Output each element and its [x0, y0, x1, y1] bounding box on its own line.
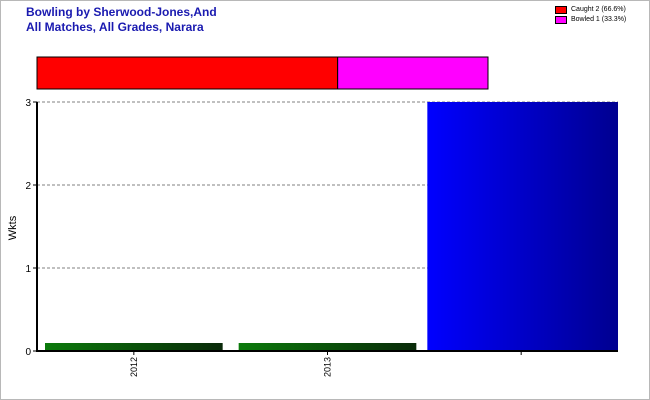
bar: [427, 102, 618, 351]
x-tick-labels: 2012 2013: [129, 351, 522, 377]
breakdown-segment-bowled: [337, 56, 489, 90]
y-tick-label: 0: [25, 347, 31, 358]
y-tick-label: 2: [25, 181, 31, 192]
legend: Caught 2 (66.6%) Bowled 1 (33.3%): [555, 5, 626, 25]
bars: [45, 102, 618, 351]
chart-title-line2: All Matches, All Grades, Narara: [26, 20, 204, 34]
breakdown-bar: [36, 56, 489, 90]
bar: [238, 343, 417, 351]
legend-label-bowled: Bowled 1 (33.3%): [571, 16, 627, 23]
y-tick-label: 1: [25, 264, 31, 275]
y-tick-labels: 0 1 2 3: [25, 98, 37, 358]
grid: [37, 101, 618, 269]
legend-swatch-bowled: [555, 16, 567, 24]
x-tick-label: 2012: [129, 357, 139, 377]
legend-item-caught: Caught 2 (66.6%): [555, 5, 626, 15]
chart-title-line1: Bowling by Sherwood-Jones,And: [26, 5, 217, 19]
x-tick-label: 2013: [323, 357, 333, 377]
legend-item-bowled: Bowled 1 (33.3%): [555, 15, 626, 25]
breakdown-segment-caught: [36, 56, 339, 90]
bar: [45, 343, 223, 351]
chart-title: Bowling by Sherwood-Jones,And All Matche…: [26, 5, 217, 35]
legend-label-caught: Caught 2 (66.6%): [571, 6, 626, 13]
y-tick-label: 3: [25, 98, 31, 109]
legend-swatch-caught: [555, 6, 567, 14]
y-axis-label: Wkts: [7, 215, 19, 240]
